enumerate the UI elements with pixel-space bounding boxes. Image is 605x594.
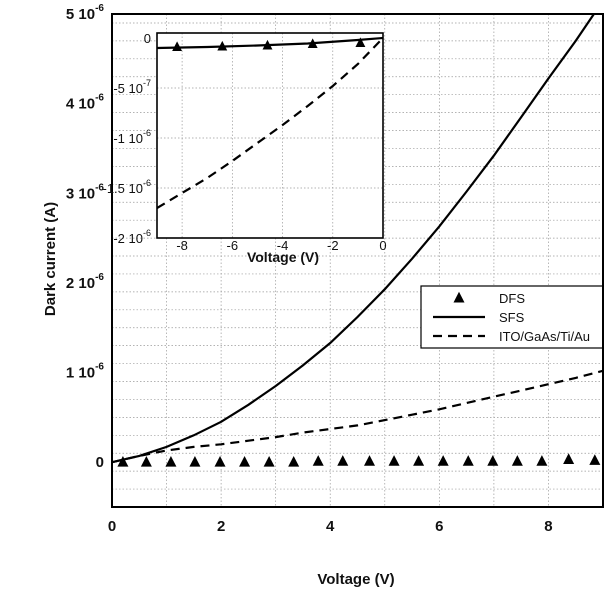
main-y-tick-label: 3 10-6 [66,182,105,202]
main-dfs-point [165,455,177,467]
main-dfs-point [511,455,523,466]
main-ito-line [112,369,603,464]
inset-background [157,33,603,348]
main-dfs-point [189,455,201,467]
legend-label: ITO/GaAs/Ti/Au [499,329,590,344]
main-y-tick-label: 0 [96,454,104,471]
inset-gridlines [157,33,383,238]
main-dfs-point [437,455,449,466]
main-y-tick-label: 4 10-6 [66,93,105,113]
main-x-tick-label: 0 [108,518,116,535]
inset-x-tick-label: 0 [379,238,386,253]
inset-x-tick-label: -6 [227,238,239,253]
inset-axes [156,32,384,239]
legend-frame [420,285,604,349]
inset-plot-frame [156,32,384,239]
main-dfs-point [364,455,376,466]
main-dfs-point [263,455,275,467]
main-dfs-point [337,455,349,466]
main-x-tick-label: 4 [326,518,335,535]
main-y-tick-label: 1 10-6 [66,362,105,382]
main-x-tick-label: 8 [544,518,552,535]
main-dfs-point [312,455,324,466]
main-y-tick-label: 5 10-6 [66,3,105,23]
inset-ito-line [157,37,383,209]
main-dfs-point [487,455,499,466]
legend-label: SFS [499,310,525,325]
inset-y-tick-label: -1 10-6 [113,128,151,146]
main-dfs-point [239,455,251,467]
legend-label: DFS [499,291,525,306]
inset-y-tick-label: 0 [144,31,151,46]
main-dfs-point [462,455,474,466]
inset-x-axis-title: Voltage (V) [247,249,319,265]
main-dfs-point [536,455,548,466]
legend-dfs-marker [453,291,465,303]
inset-series-group [157,36,383,209]
y-axis-title: Dark current (A) [42,202,59,316]
legend: DFS SFS ITO/GaAs/Ti/Au [420,285,604,349]
inset-x-tick-label: -2 [327,238,339,253]
main-dfs-point [589,454,601,465]
main-y-tick-label: 2 10-6 [66,272,105,292]
inset-y-tick-label: -1.5 10-6 [103,178,152,196]
inset-dfs-point [355,37,366,48]
main-dfs-point [563,453,575,464]
x-axis-title: Voltage (V) [317,571,394,588]
main-dfs-point [214,455,226,467]
inset-sfs-line [157,36,383,50]
main-plot-frame [111,13,604,508]
inset-x-tick-label: -4 [277,238,289,253]
main-series-group [112,14,603,467]
main-dfs-point [140,455,152,467]
main-axes [111,13,604,508]
inset-x-tick-label: -8 [176,238,188,253]
main-sfs-line [112,14,596,464]
inset-y-tick-label: -5 10-7 [113,78,151,96]
main-dfs-point [413,455,425,466]
inset-tick-labels: -8 -6 -4 -2 0 0 -5 10-7 -1 10-6 -1.5 10-6 -2 10-6 [103,31,387,253]
main-dfs-point [288,455,300,467]
main-x-tick-label: 6 [435,518,443,535]
main-tick-labels: 0 2 4 6 8 0 1 10-6 2 10-6 3 10-6 4 10-6 5 10-6 [66,3,553,535]
main-x-tick-label: 2 [217,518,225,535]
main-dfs-point [388,455,400,466]
inset-plot-area [157,33,383,238]
main-dfs-point [117,455,129,467]
inset-y-tick-label: -2 10-6 [113,228,151,246]
